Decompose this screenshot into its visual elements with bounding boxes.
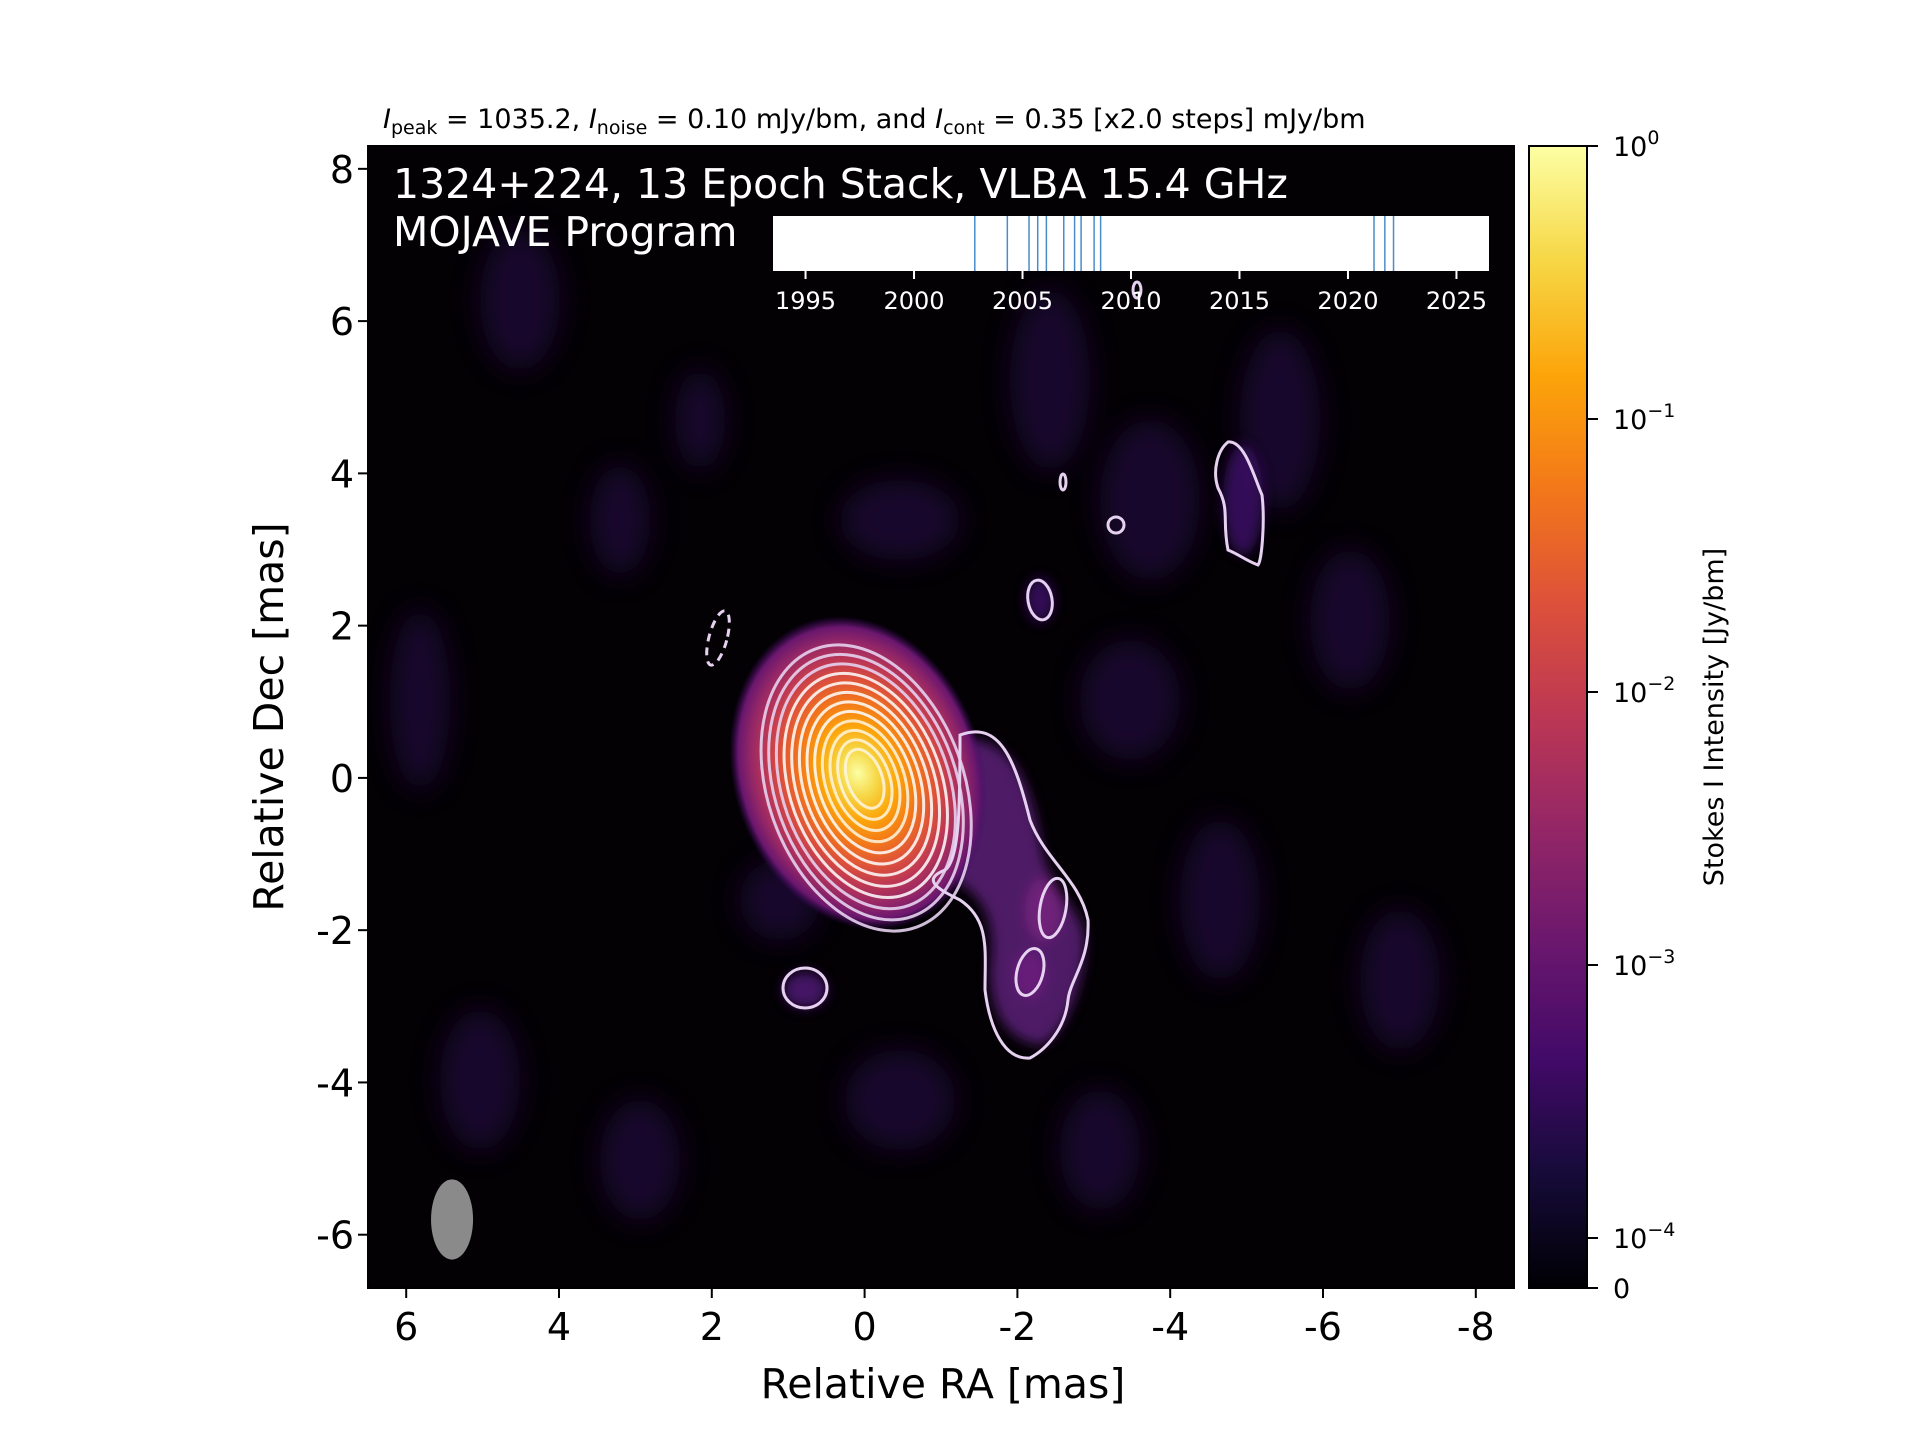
core-contour bbox=[828, 728, 902, 833]
jet-contour bbox=[1037, 876, 1069, 940]
jet-contour bbox=[1131, 280, 1143, 300]
x-axis: 6 4 2 0 -2 -4 -6 -8 bbox=[394, 1288, 1495, 1349]
epoch-inset: 1995 2000 2005 2010 2015 2020 2025 bbox=[773, 216, 1489, 315]
epoch-tick-label: 2020 bbox=[1317, 287, 1378, 315]
y-tick-label: 8 bbox=[330, 148, 354, 192]
jet-contour bbox=[931, 730, 1090, 1060]
jet-contour bbox=[1014, 947, 1046, 997]
core-contour bbox=[759, 643, 973, 933]
core-contours bbox=[759, 643, 973, 933]
program-annotation: MOJAVE Program bbox=[393, 208, 737, 256]
source-annotation: 1324+224, 13 Epoch Stack, VLBA 15.4 GHz bbox=[393, 160, 1288, 208]
colorbar-ticks: 100 10−1 10−2 10−3 10−4 0 bbox=[1587, 127, 1675, 1305]
core-contour bbox=[805, 700, 926, 866]
y-tick-label: 6 bbox=[330, 300, 354, 344]
y-tick-label: 0 bbox=[330, 757, 354, 801]
y-tick-label: 2 bbox=[330, 605, 354, 649]
epoch-tick-label: 1995 bbox=[775, 287, 836, 315]
epoch-inset-box bbox=[773, 216, 1489, 271]
epoch-tick-label: 2000 bbox=[883, 287, 944, 315]
colorbar-tick-label: 100 bbox=[1613, 127, 1659, 163]
y-tick-label: -6 bbox=[316, 1214, 354, 1258]
colorbar-label: Stokes I Intensity [Jy/bm] bbox=[1699, 548, 1730, 886]
colorbar-tick-label: 10−3 bbox=[1613, 946, 1675, 982]
core-contour bbox=[774, 662, 957, 911]
colorbar: 100 10−1 10−2 10−3 10−4 0 Stokes I Intensity … bbox=[1528, 127, 1730, 1305]
colorbar-gradient bbox=[1528, 145, 1588, 1289]
y-axis-label: Relative Dec [mas] bbox=[245, 522, 293, 911]
colorbar-tick-label: 10−1 bbox=[1613, 400, 1675, 436]
title-part: noise bbox=[597, 117, 648, 139]
y-tick-label: 4 bbox=[330, 452, 354, 496]
core-contour bbox=[843, 747, 886, 810]
core-contour bbox=[813, 709, 918, 855]
jet-contour bbox=[1058, 472, 1068, 492]
epoch-tick-label: 2025 bbox=[1426, 287, 1487, 315]
beam-ellipse bbox=[431, 1179, 474, 1260]
core-contour bbox=[797, 690, 934, 877]
core-contour bbox=[836, 738, 894, 821]
colorbar-tick-label: 0 bbox=[1613, 1274, 1630, 1305]
title-part: I bbox=[589, 104, 597, 135]
chart-title: Ipeak = 1035.2, Inoise = 0.10 mJy/bm, an… bbox=[383, 104, 1366, 139]
epoch-tick-label: 2005 bbox=[992, 287, 1053, 315]
x-tick-label: 6 bbox=[394, 1305, 418, 1349]
epoch-tick-label: 2010 bbox=[1100, 287, 1161, 315]
core-contour bbox=[782, 671, 949, 900]
title-part: = 1035.2, bbox=[437, 104, 588, 135]
epoch-axis-ticks: 1995 2000 2005 2010 2015 2020 2025 bbox=[775, 271, 1487, 315]
y-tick-label: -4 bbox=[316, 1061, 354, 1105]
y-tick-label: -2 bbox=[316, 909, 354, 953]
core-contour bbox=[820, 719, 910, 844]
title-part: = 0.10 mJy/bm, and bbox=[647, 104, 935, 135]
faint-noise-patches bbox=[390, 230, 1440, 1220]
x-tick-label: -6 bbox=[1304, 1305, 1342, 1349]
jet-contour bbox=[781, 966, 829, 1010]
image-frame bbox=[367, 145, 1515, 1289]
x-tick-label: -4 bbox=[1151, 1305, 1189, 1349]
image-panel: 1324+224, 13 Epoch Stack, VLBA 15.4 GHz … bbox=[367, 145, 1515, 1289]
x-tick-label: -8 bbox=[1457, 1305, 1495, 1349]
epoch-lines bbox=[974, 216, 1395, 271]
x-axis-label: Relative RA [mas] bbox=[761, 1360, 1126, 1408]
colorbar-tick-label: 10−2 bbox=[1613, 673, 1675, 709]
title-part: = 0.35 [x2.0 steps] mJy/bm bbox=[985, 104, 1366, 135]
x-tick-label: 4 bbox=[547, 1305, 571, 1349]
title-part: I bbox=[935, 104, 943, 135]
core-contour bbox=[790, 681, 942, 888]
x-tick-label: -2 bbox=[998, 1305, 1036, 1349]
x-tick-label: 2 bbox=[700, 1305, 724, 1349]
jet-contour bbox=[1214, 440, 1265, 567]
jet-contour bbox=[1106, 515, 1126, 535]
y-axis: 8 6 4 2 0 -2 -4 -6 bbox=[316, 148, 368, 1258]
epoch-tick-label: 2015 bbox=[1209, 287, 1270, 315]
title-part: peak bbox=[391, 117, 437, 139]
jet-contour bbox=[1026, 578, 1054, 622]
colorbar-tick-label: 10−4 bbox=[1613, 1219, 1675, 1255]
title-part: I bbox=[383, 104, 391, 135]
x-tick-label: 0 bbox=[853, 1305, 877, 1349]
core-contour bbox=[767, 652, 965, 922]
title-part: cont bbox=[943, 117, 985, 139]
